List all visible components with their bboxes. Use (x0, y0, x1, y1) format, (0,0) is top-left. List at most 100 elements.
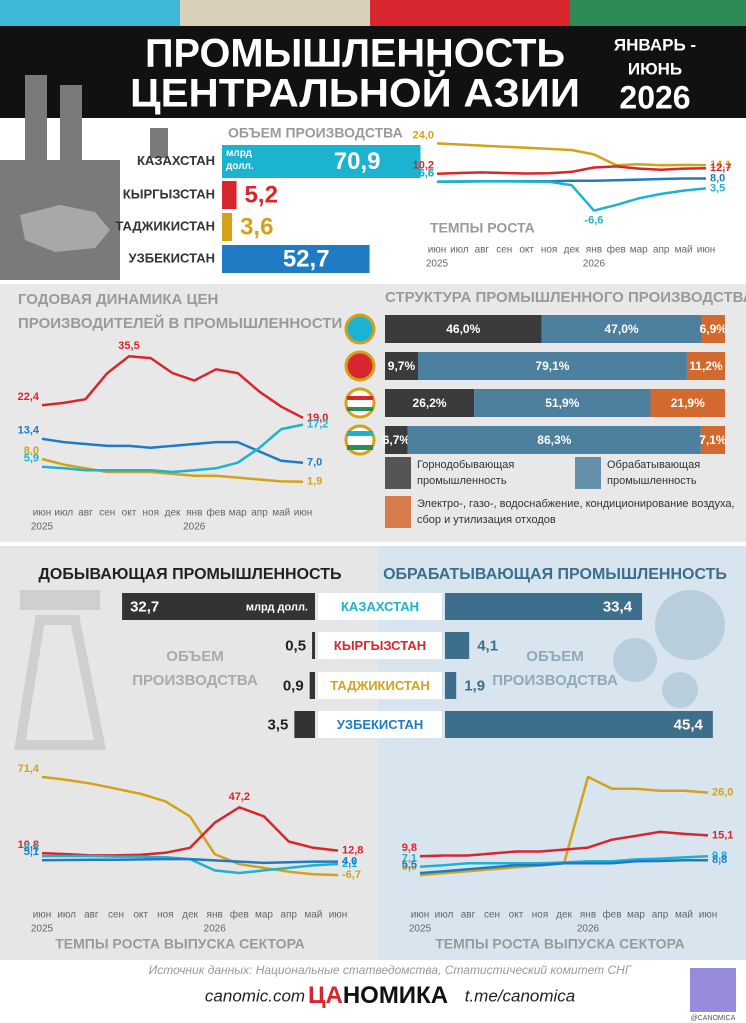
x-tick-label: апр (280, 910, 297, 921)
header-band (0, 26, 746, 118)
x-tick-label: июн (699, 910, 718, 921)
unit-label-box: млрд долл. (226, 148, 254, 172)
value-label: 3,6 (240, 213, 273, 240)
year-label: 2026 (183, 522, 206, 533)
value-label: 47,0% (605, 322, 639, 336)
year-label: 2025 (31, 522, 54, 533)
value-label: 2,1 (342, 858, 357, 870)
value-label: 11,2% (689, 359, 723, 373)
x-tick-label: сен (496, 245, 512, 256)
category-box (318, 593, 442, 620)
title-line: ЦЕНТРАЛЬНОЙ АЗИИ (130, 70, 580, 116)
category-box (318, 672, 442, 699)
legend-label-box: Горнодобывающая промышленность (417, 459, 515, 487)
x-tick-label: фев (230, 909, 249, 921)
value-label: 5,0 (402, 861, 417, 873)
value-label: 6,9% (700, 322, 728, 336)
value-label: 13,4 (18, 425, 40, 437)
value-label: 12,8 (342, 844, 363, 856)
bar (309, 672, 315, 699)
x-tick-label: июн (329, 910, 348, 921)
value-label: 70,9 (334, 148, 381, 175)
value-label: 5,5 (402, 859, 417, 871)
chart-title: ТЕМПЫ РОСТА ВЫПУСКА СЕКТОРА (55, 936, 305, 952)
value-label: 51,9% (545, 396, 579, 410)
x-tick-label: окт (519, 245, 534, 256)
x-tick-label: дек (564, 245, 580, 256)
line (41, 437, 304, 464)
bar (122, 593, 315, 620)
line (41, 457, 304, 483)
unit-label: млрд долл. (226, 148, 254, 172)
value-label: -6,7 (342, 869, 361, 881)
series-title: ОБРАБАТЫВАЮЩАЯ ПРОМЫШЛЕННОСТЬ (383, 566, 727, 583)
line (41, 355, 304, 420)
year: 2026 (619, 79, 690, 115)
value-label: 0,5 (285, 637, 306, 654)
bar-segment (541, 315, 702, 343)
x-tick-label: июн (697, 245, 716, 256)
x-tick-label: дек (165, 508, 181, 519)
x-tick-label: окт (122, 508, 137, 519)
x-tick-label: сен (484, 910, 500, 921)
value-label: 26,0 (712, 787, 733, 799)
x-tick-label: мар (229, 508, 247, 519)
x-tick-label: апр (652, 910, 669, 921)
bar-segment (474, 389, 651, 417)
value-label: 6,5 (419, 168, 434, 180)
brand-part: ЦА (308, 982, 343, 1009)
x-tick-label: янв (580, 910, 596, 921)
x-tick-label: янв (586, 245, 602, 256)
x-tick-label: июн (33, 508, 52, 519)
category-label: ТАДЖИКИСТАН (115, 218, 215, 233)
value-label: 9,8 (712, 850, 727, 862)
year-label: 2025 (409, 924, 432, 935)
category-label: КАЗАХСТАН (341, 599, 419, 614)
value-label: 8,4 (24, 842, 40, 854)
value-label: 3,5 (267, 716, 288, 733)
x-tick-label: ноя (157, 910, 174, 921)
year-label: 2025 (31, 924, 54, 935)
value-label: 24,0 (413, 129, 434, 141)
x-tick-label: сен (99, 508, 115, 519)
x-tick-label: фев (206, 507, 225, 519)
x-tick-label: ноя (143, 508, 160, 519)
unit-label: млрд долл. (246, 601, 308, 613)
chart-title: ТЕМПЫ РОСТА (430, 220, 535, 236)
legend-label: Горнодобывающая промышленность (417, 459, 515, 487)
handle: @CANOMICA (691, 1015, 736, 1022)
x-tick-label: май (272, 508, 290, 519)
line (436, 142, 707, 167)
chart-title: ТЕМПЫ РОСТА ВЫПУСКА СЕКТОРА (435, 936, 685, 952)
subtitle: ОБЪЕМ ПРОИЗВОДСТВА (492, 648, 618, 689)
value-label: 86,3% (537, 433, 571, 447)
x-tick-label: авг (475, 245, 490, 256)
flag-strip (0, 0, 746, 26)
x-tick-label: мар (255, 910, 273, 921)
period: ИЮНЬ (628, 59, 682, 78)
brand: ЦАНОМИКА (308, 982, 448, 1009)
value-label: 17,2 (307, 419, 328, 431)
legend-label: Обрабатывающая промышленность (607, 459, 701, 487)
bar (222, 245, 370, 273)
brand-part: НОМИКА (343, 982, 448, 1009)
value-label: 5,9 (24, 453, 39, 465)
bar-segment (385, 426, 408, 454)
bar-segment (385, 315, 542, 343)
line (419, 830, 709, 858)
bar (445, 672, 457, 699)
bar (222, 213, 233, 241)
value-label: 1,9 (464, 677, 485, 694)
x-tick-label: авг (84, 910, 99, 921)
value-label: 45,4 (674, 716, 704, 733)
value-label: 35,5 (118, 340, 139, 352)
category-label: КАЗАХСТАН (137, 153, 215, 168)
x-tick-label: июн (33, 910, 52, 921)
map-icon (20, 205, 110, 252)
bar-segment (385, 352, 418, 380)
year-label: 2026 (577, 924, 600, 935)
value-label: 46,0% (446, 322, 480, 336)
legend-swatch (385, 457, 411, 489)
value-label: 71,4 (18, 763, 40, 775)
subtitle-box: ОБЪЕМ ПРОИЗВОДСТВА (492, 648, 618, 689)
